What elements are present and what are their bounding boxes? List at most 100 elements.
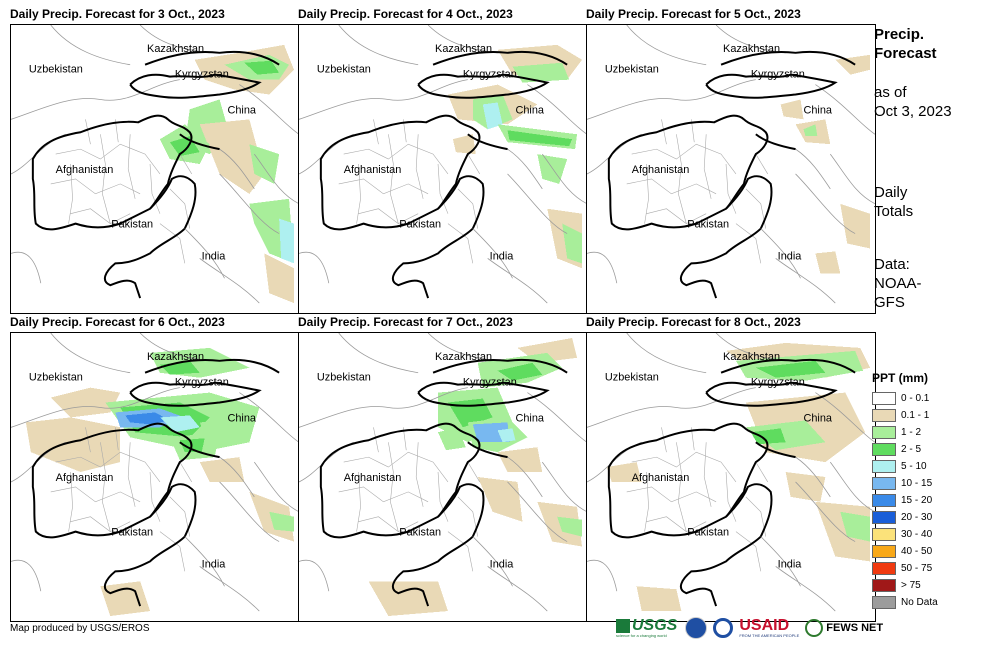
label-afghanistan: Afghanistan: [632, 472, 690, 484]
precip-area: [750, 428, 786, 445]
label-afghanistan: Afghanistan: [344, 164, 402, 176]
legend-swatch: [872, 426, 896, 439]
legend-item: No Data: [872, 594, 938, 611]
label-kyrgyzstan: Kyrgyzstan: [175, 377, 229, 389]
legend-swatch: [872, 443, 896, 456]
precip-area: [840, 203, 871, 249]
noaa-logo-icon: [685, 617, 708, 639]
label-afghanistan: Afghanistan: [344, 472, 402, 484]
legend-swatch: [872, 409, 896, 422]
precip-map: Kazakhstan Uzbekistan Kyrgyzstan China A…: [10, 332, 300, 622]
precip-area: [249, 144, 280, 184]
precip-layer: [25, 347, 295, 617]
sidebar-asof: as of Oct 3, 2023: [874, 83, 952, 121]
precip-area: [477, 477, 523, 522]
usaid-logo: USAID FROM THE AMERICAN PEOPLE: [739, 618, 799, 638]
legend-swatch: [872, 511, 896, 524]
label-pakistan: Pakistan: [111, 219, 153, 231]
precip-area: [199, 119, 265, 194]
precip-area: [25, 417, 121, 473]
label-pakistan: Pakistan: [111, 527, 153, 539]
usaid-wordmark: USAID: [739, 617, 790, 634]
precip-area: [840, 511, 871, 542]
precip-area: [497, 362, 543, 381]
precip-map: Kazakhstan Uzbekistan Kyrgyzstan China A…: [10, 24, 300, 314]
label-china: China: [803, 412, 832, 424]
ppt-legend: PPT (mm) 0 - 0.1 0.1 - 1 1 - 2 2 - 5 5 - 10 1…: [872, 371, 938, 611]
label-india: India: [202, 558, 227, 570]
precip-area: [199, 420, 245, 435]
label-china: China: [227, 104, 256, 116]
legend-item: 2 - 5: [872, 441, 938, 458]
precip-area: [755, 360, 826, 378]
legend-label: 1 - 2: [901, 427, 922, 438]
sidebar-data-line2: NOAA-: [874, 275, 922, 292]
partner-logos: USGS science for a changing world USAID …: [616, 617, 883, 639]
precip-map: Kazakhstan Uzbekistan Kyrgyzstan China A…: [298, 24, 588, 314]
label-uzbekistan: Uzbekistan: [317, 372, 371, 384]
legend-item: 40 - 50: [872, 543, 938, 560]
map-credit: Map produced by USGS/EROS: [10, 623, 150, 634]
legend-swatch: [872, 477, 896, 490]
legend-label: 40 - 50: [901, 546, 933, 557]
precip-area: [438, 427, 466, 451]
precip-area: [199, 457, 245, 482]
label-china: China: [227, 412, 256, 424]
precip-map: Kazakhstan Uzbekistan Kyrgyzstan China A…: [298, 332, 588, 622]
label-uzbekistan: Uzbekistan: [29, 64, 83, 76]
label-pakistan: Pakistan: [399, 219, 441, 231]
label-kyrgyzstan: Kyrgyzstan: [751, 377, 805, 389]
label-kazakhstan: Kazakhstan: [147, 43, 204, 55]
legend-item: 5 - 10: [872, 458, 938, 475]
legend-label: 0 - 0.1: [901, 393, 930, 404]
label-kyrgyzstan: Kyrgyzstan: [463, 377, 517, 389]
label-china: China: [515, 104, 544, 116]
sidebar-asof-line2: Oct 3, 2023: [874, 103, 952, 120]
forecast-panel-oct8: Daily Precip. Forecast for 8 Oct., 2023: [586, 315, 876, 623]
label-uzbekistan: Uzbekistan: [29, 372, 83, 384]
precip-layer: [159, 44, 295, 304]
panel-title: Daily Precip. Forecast for 8 Oct., 2023: [586, 315, 801, 329]
usgs-wordmark: USGS: [632, 617, 678, 634]
legend-item: 0 - 0.1: [872, 390, 938, 407]
forecast-panel-oct4: Daily Precip. Forecast for 4 Oct., 2023: [298, 7, 588, 315]
panel-title: Daily Precip. Forecast for 5 Oct., 2023: [586, 7, 801, 21]
precip-area: [100, 581, 151, 617]
fewsnet-wordmark: FEWS NET: [826, 622, 884, 634]
legend-swatch: [872, 528, 896, 541]
label-china: China: [515, 412, 544, 424]
precip-area: [159, 415, 200, 433]
precip-area: [125, 412, 170, 425]
label-afghanistan: Afghanistan: [56, 472, 114, 484]
usaid-tagline: FROM THE AMERICAN PEOPLE: [739, 633, 800, 638]
label-india: India: [202, 250, 227, 262]
legend-label: 2 - 5: [901, 444, 922, 455]
precip-area: [497, 447, 543, 473]
label-china: China: [803, 104, 832, 116]
legend-label: 0.1 - 1: [901, 410, 930, 421]
sidebar-totals-line1: Daily: [874, 184, 908, 201]
legend-swatch: [872, 596, 896, 609]
legend-label: No Data: [901, 597, 938, 608]
precip-area: [562, 223, 583, 264]
label-pakistan: Pakistan: [687, 219, 729, 231]
precip-area: [780, 99, 804, 120]
label-kazakhstan: Kazakhstan: [723, 351, 780, 363]
precip-area: [815, 251, 841, 274]
panel-title: Daily Precip. Forecast for 3 Oct., 2023: [10, 7, 225, 21]
legend-swatch: [872, 545, 896, 558]
sidebar-data-source: Data: NOAA- GFS: [874, 255, 922, 312]
forecast-panel-oct5: Daily Precip. Forecast for 5 Oct., 2023: [586, 7, 876, 315]
precip-area: [636, 586, 682, 612]
precip-map: Kazakhstan Uzbekistan Kyrgyzstan China A…: [586, 24, 876, 314]
legend-swatch: [872, 562, 896, 575]
forecast-panel-oct3: Daily Precip. Forecast for 3 Oct., 2023: [10, 7, 300, 315]
legend-item: > 75: [872, 577, 938, 594]
panel-title: Daily Precip. Forecast for 7 Oct., 2023: [298, 315, 513, 329]
label-pakistan: Pakistan: [687, 527, 729, 539]
legend-item: 30 - 40: [872, 526, 938, 543]
legend-item: 20 - 30: [872, 509, 938, 526]
precip-area: [835, 54, 871, 75]
nws-logo-icon: [713, 618, 734, 638]
label-india: India: [490, 558, 515, 570]
